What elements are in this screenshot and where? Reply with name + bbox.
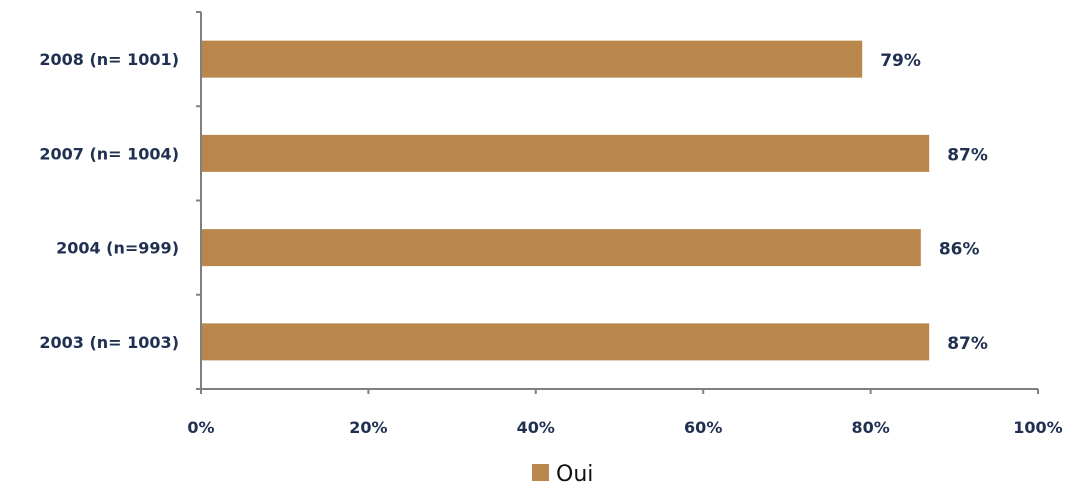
data-label-0: 79% xyxy=(880,51,921,71)
legend: Oui xyxy=(532,462,593,487)
x-tick-label-3: 60% xyxy=(684,418,722,437)
bar-1 xyxy=(201,134,930,172)
bars-layer xyxy=(201,40,930,361)
legend-label: Oui xyxy=(556,462,593,485)
x-tick-label-4: 80% xyxy=(851,418,889,437)
bar-2 xyxy=(201,229,921,267)
x-tick-label-5: 100% xyxy=(1013,418,1062,437)
labels-layer: 2008 (n= 1001) 79% 2007 (n= 1004) 87% 2004 (… xyxy=(39,50,1062,437)
axes-layer xyxy=(196,11,1039,394)
data-label-2: 86% xyxy=(939,240,980,260)
bar-3 xyxy=(201,323,930,361)
x-tick-label-1: 20% xyxy=(349,418,387,437)
bar-0 xyxy=(201,40,863,78)
category-label-2: 2004 (n=999) xyxy=(56,239,179,258)
legend-swatch xyxy=(532,464,549,481)
category-label-1: 2007 (n= 1004) xyxy=(39,144,179,163)
category-label-0: 2008 (n= 1001) xyxy=(39,50,179,69)
x-tick-label-2: 40% xyxy=(517,418,555,437)
category-label-3: 2003 (n= 1003) xyxy=(39,333,179,352)
data-label-1: 87% xyxy=(947,145,988,165)
x-tick-label-0: 0% xyxy=(187,418,214,437)
data-label-3: 87% xyxy=(947,334,988,354)
